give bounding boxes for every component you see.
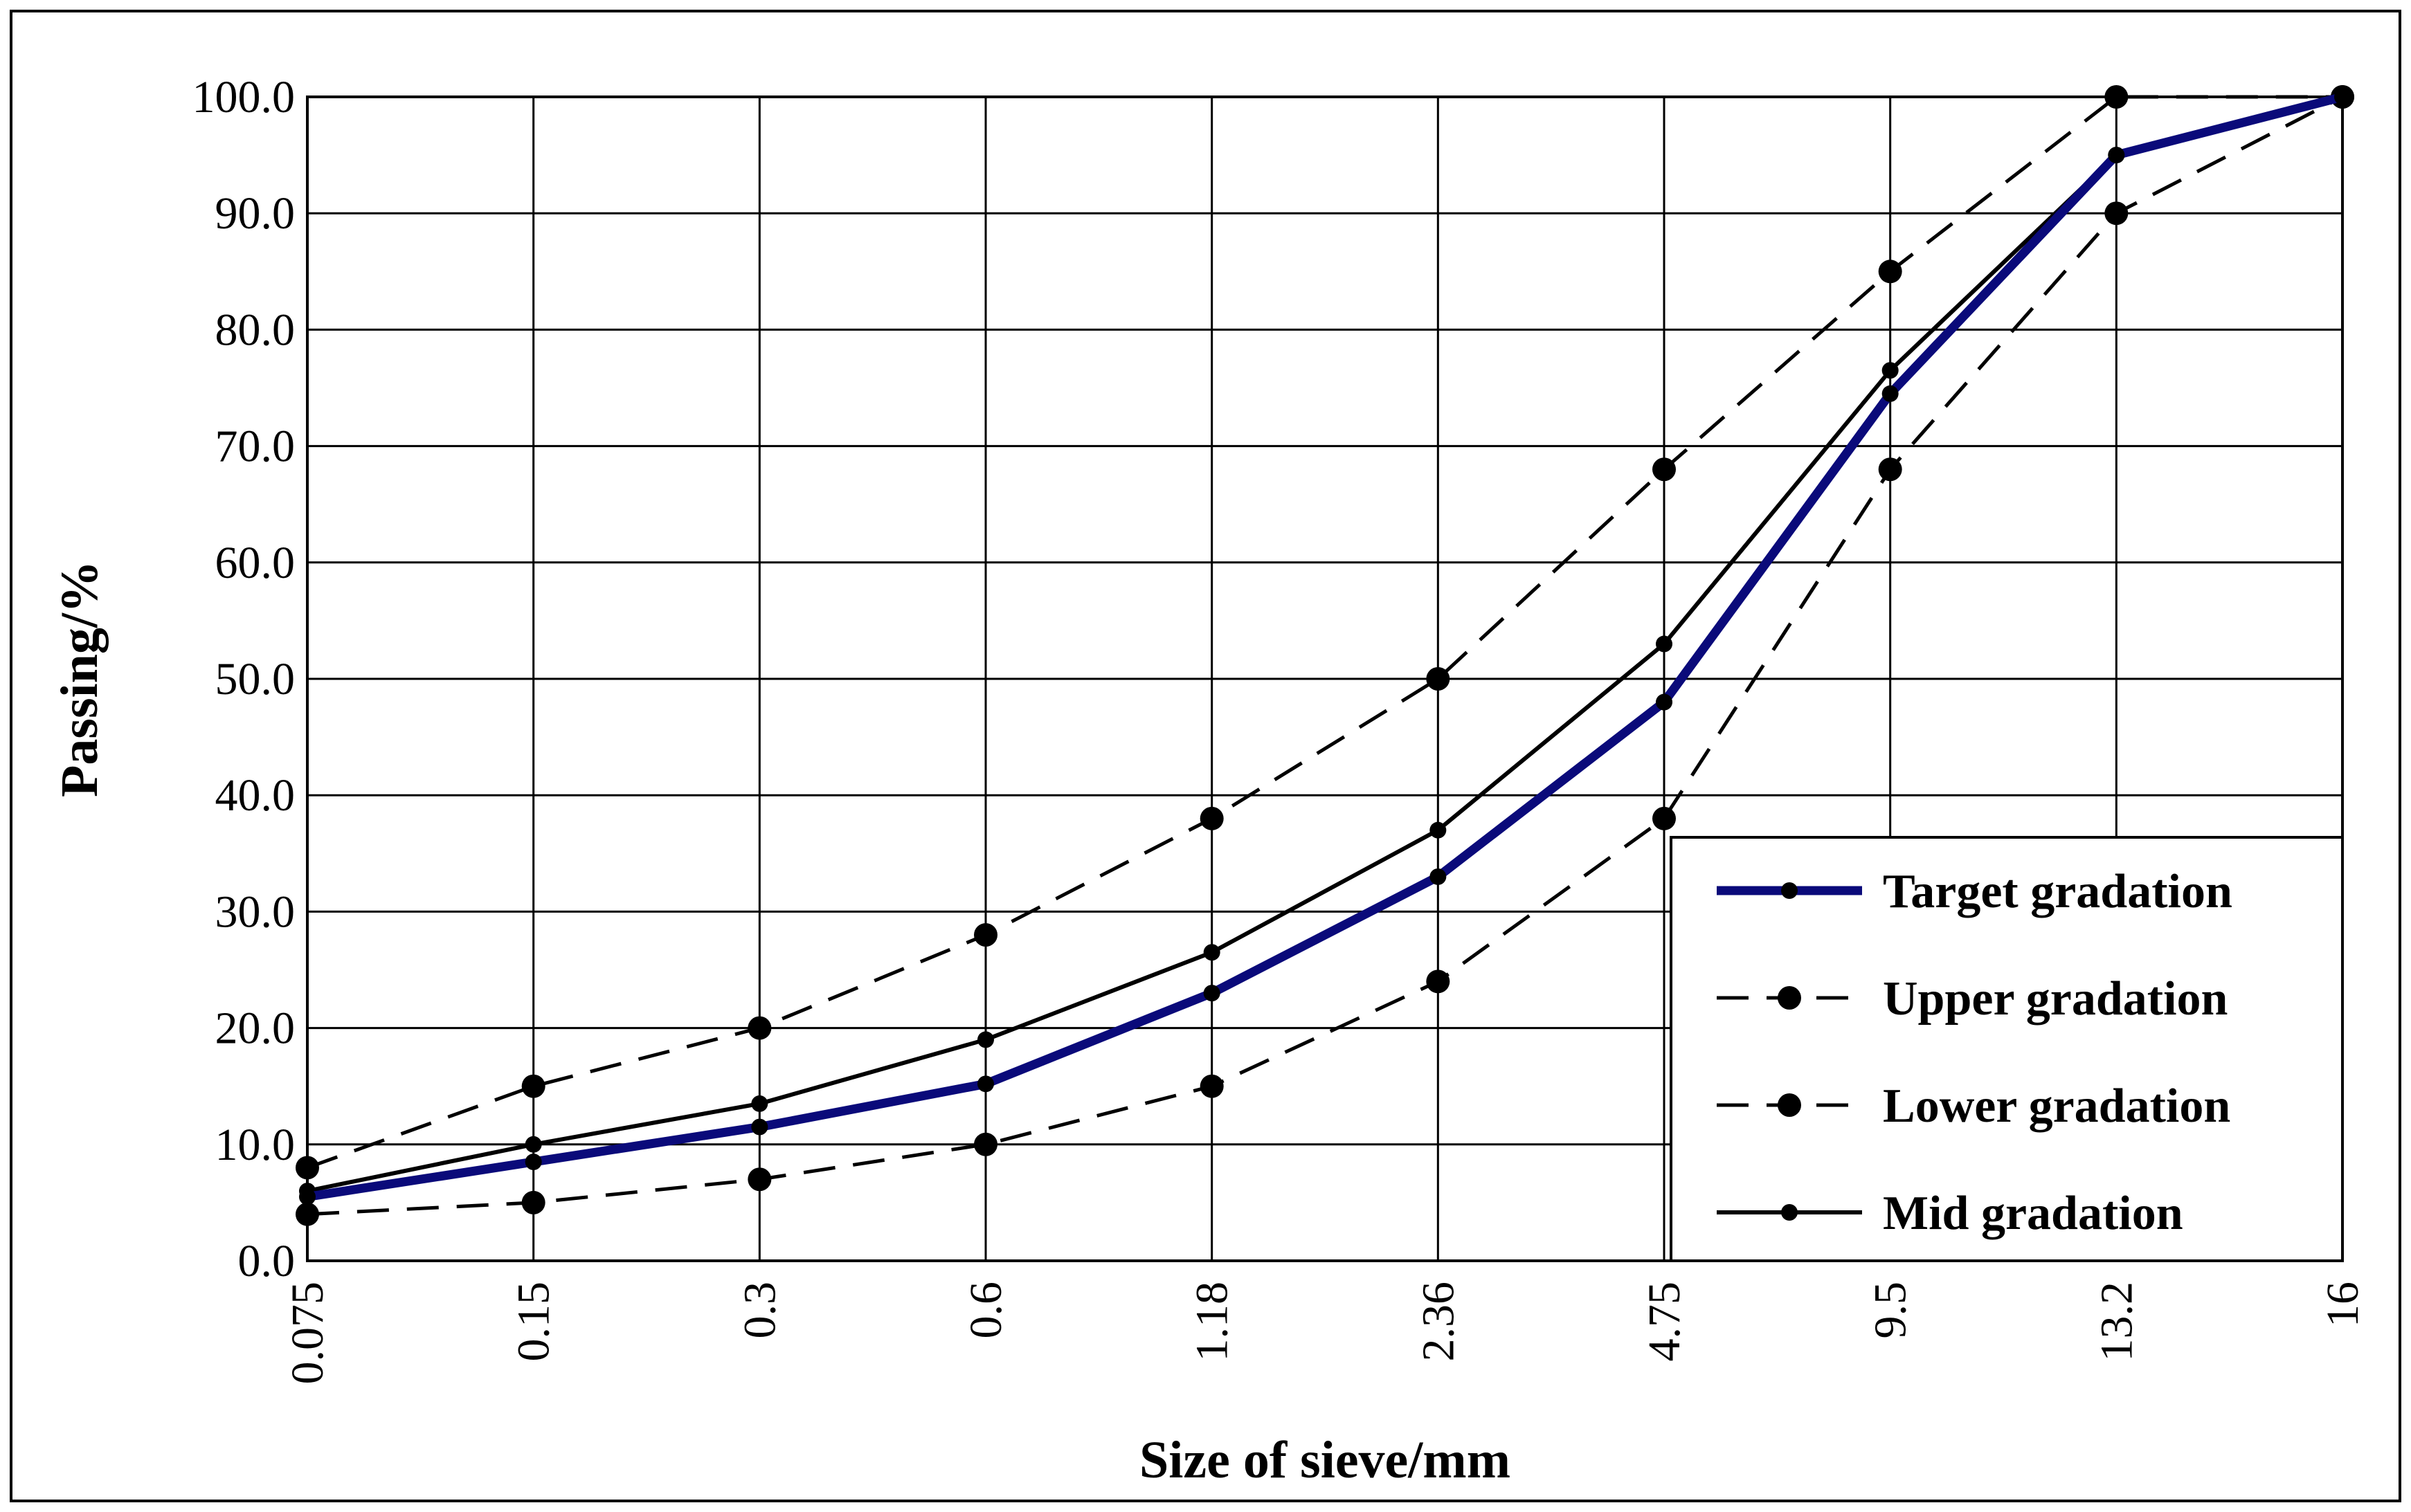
legend-item: Mid gradation: [1717, 1187, 2183, 1240]
data-point: [2334, 89, 2351, 105]
x-tick-label: 16: [2318, 1282, 2368, 1327]
series-upper-gradation: [296, 85, 2354, 1180]
data-point: [1426, 969, 1450, 994]
plot-frame: [306, 95, 2344, 1262]
y-tick-label: 60.0: [215, 538, 296, 588]
y-axis-ticks: 0.0 10.0 20.0 30.0 40.0 50.0 60.0 70.0 80.0 90.0 1…: [192, 72, 296, 1286]
data-point: [525, 1136, 542, 1153]
y-tick-label: 70.0: [215, 421, 296, 472]
data-point: [1656, 693, 1672, 711]
data-point: [1652, 457, 1676, 482]
y-tick-label: 20.0: [215, 1003, 296, 1054]
x-tick-label: 4.75: [1639, 1282, 1690, 1362]
legend-label: Mid gradation: [1883, 1187, 2183, 1240]
data-point: [2108, 147, 2125, 164]
data-point: [1878, 259, 1902, 284]
series-line: [307, 95, 2342, 1169]
data-point: [1656, 635, 1672, 653]
data-point: [751, 1095, 768, 1112]
data-point: [977, 1075, 994, 1093]
y-tick-label: 40.0: [215, 770, 296, 821]
y-tick-label: 80.0: [215, 304, 296, 355]
x-tick-label: 9.5: [1866, 1282, 1916, 1339]
data-point: [1203, 944, 1220, 961]
series-target-gradation: [299, 89, 2351, 1205]
legend-item: Target gradation: [1717, 865, 2232, 918]
x-tick-label: 0.6: [961, 1282, 1011, 1339]
y-tick-label: 100.0: [192, 72, 296, 122]
series-line: [307, 95, 2343, 1194]
data-point: [299, 1188, 316, 1205]
x-tick-label: 13.2: [2091, 1282, 2142, 1362]
data-point: [1429, 868, 1447, 885]
x-tick-label: 0.075: [282, 1282, 333, 1385]
x-tick-label: 1.18: [1187, 1282, 1238, 1362]
data-point: [1426, 667, 1450, 691]
data-point: [974, 1132, 997, 1156]
data-point: [1652, 806, 1676, 830]
legend-label: Upper gradation: [1883, 972, 2228, 1026]
data-point: [2104, 201, 2129, 226]
legend-label: Target gradation: [1883, 865, 2232, 918]
data-point: [296, 1156, 319, 1180]
data-point: [751, 1118, 768, 1136]
x-axis-ticks: 0.075 0.15 0.3 0.6 1.18 2.36 4.75 9.5 13.2 16: [282, 1282, 2368, 1385]
legend-marker: [1778, 986, 1801, 1010]
legend-box: [1670, 836, 2344, 1262]
data-point: [1878, 457, 1902, 482]
data-point: [1200, 806, 1224, 830]
x-axis-title: Size of sieve/mm: [1139, 1431, 1510, 1489]
y-tick-label: 30.0: [215, 886, 296, 937]
legend-item: Upper gradation: [1717, 972, 2228, 1026]
data-point: [1881, 362, 1899, 379]
y-tick-label: 50.0: [215, 654, 296, 704]
data-point: [977, 1031, 994, 1048]
y-axis-title: Passing/%: [51, 561, 109, 797]
x-tick-label: 2.36: [1413, 1282, 1463, 1362]
y-tick-label: 10.0: [215, 1120, 296, 1170]
data-point: [525, 1154, 542, 1171]
legend-item: Lower gradation: [1717, 1080, 2230, 1133]
data-point: [1200, 1074, 1224, 1098]
legend-marker: [1781, 1204, 1798, 1221]
data-point: [296, 1202, 319, 1226]
y-tick-label: 0.0: [238, 1236, 296, 1286]
legend-label: Lower gradation: [1883, 1080, 2230, 1133]
data-point: [521, 1074, 545, 1098]
x-tick-label: 0.15: [509, 1282, 559, 1362]
data-point: [1429, 821, 1447, 839]
data-point: [1881, 385, 1899, 402]
data-point: [974, 923, 997, 947]
series-group: [296, 85, 2354, 1226]
series-line: [307, 92, 2344, 1201]
legend: Target gradation Upper gradation Lower gra…: [1670, 836, 2344, 1262]
y-tick-label: 90.0: [215, 188, 296, 239]
legend-marker: [1781, 882, 1798, 899]
data-point: [1203, 985, 1220, 1002]
data-point: [748, 1016, 772, 1040]
data-point: [748, 1167, 772, 1192]
x-tick-label: 0.3: [734, 1282, 785, 1339]
data-point: [2104, 85, 2129, 109]
data-point: [521, 1190, 545, 1214]
legend-marker: [1778, 1093, 1801, 1117]
